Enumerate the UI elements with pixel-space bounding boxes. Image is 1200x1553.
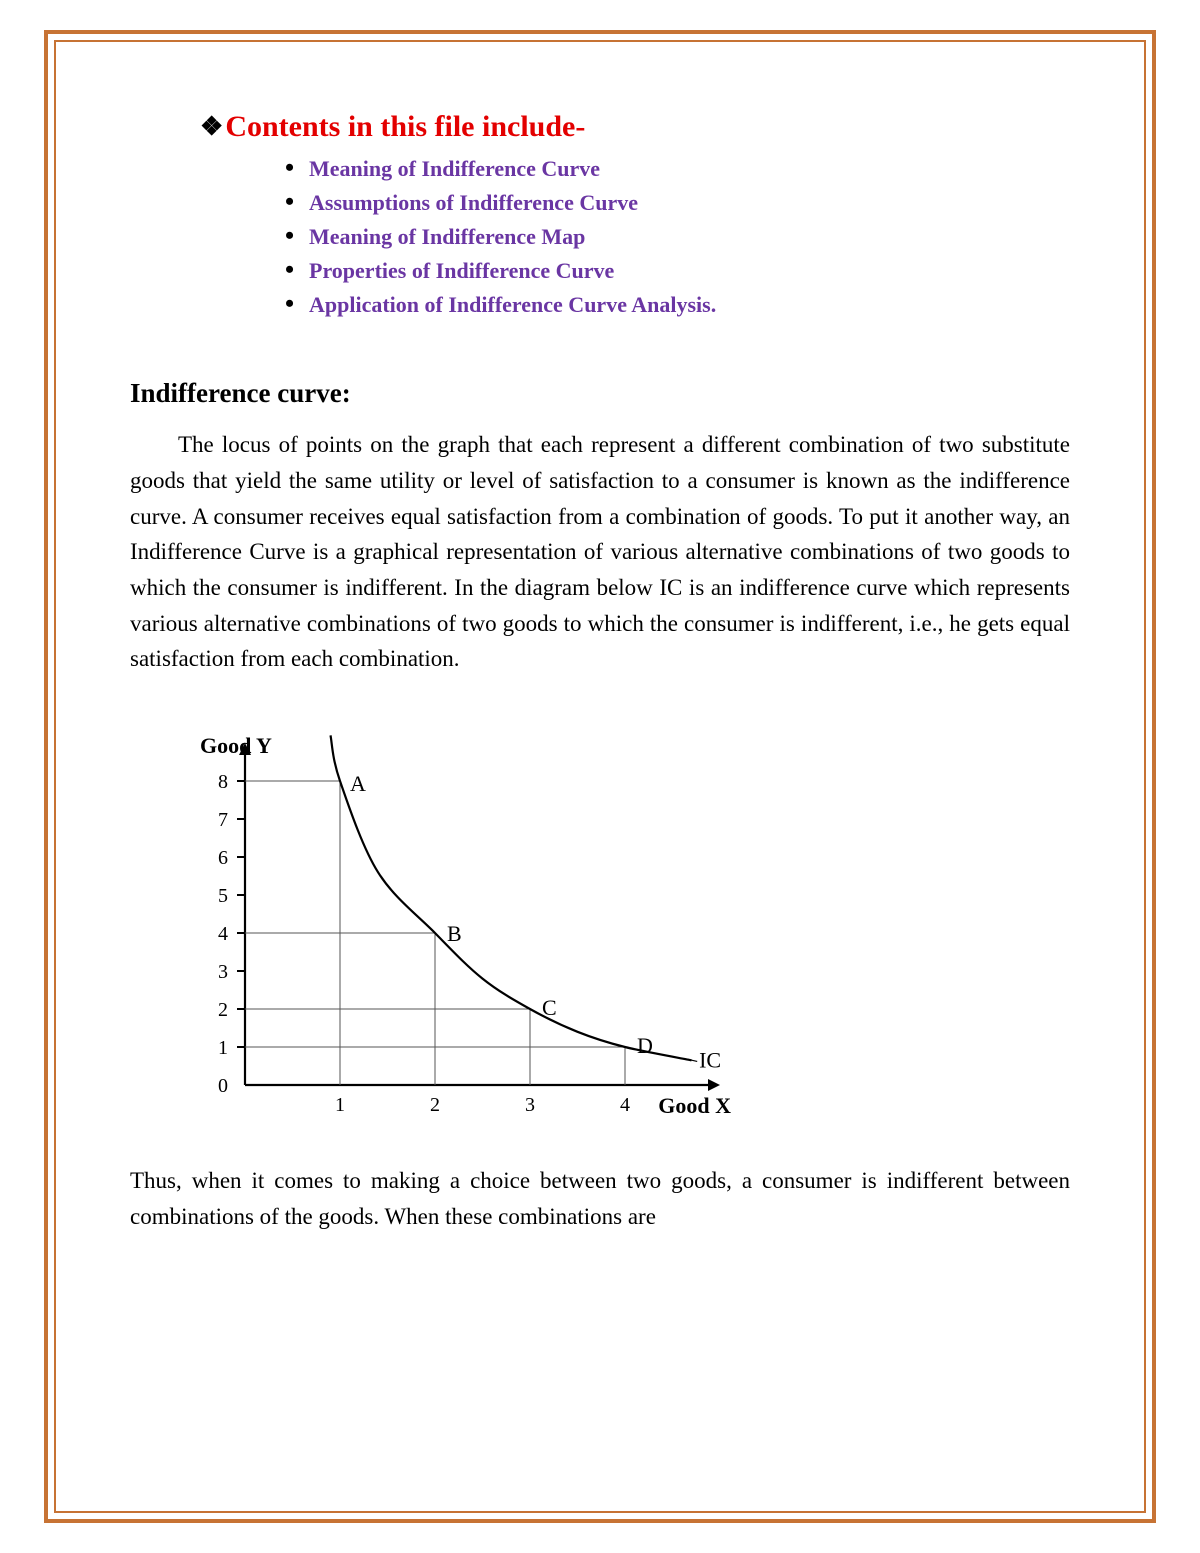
svg-text:8: 8 xyxy=(218,771,228,793)
toc-item: Properties of Indifference Curve xyxy=(285,254,1070,288)
svg-text:Good Y: Good Y xyxy=(200,733,272,758)
toc-list: Meaning of Indifference Curve Assumption… xyxy=(285,152,1070,322)
svg-text:C: C xyxy=(542,995,557,1020)
page-content: ❖Contents in this file include- Meaning … xyxy=(130,110,1070,1473)
indifference-chart: Good Y Good X 0 1 2 3 4 5 6 7 8 1 2 3 4 A B C D IC xyxy=(130,705,1070,1135)
toc-item: Meaning of Indifference Map xyxy=(285,220,1070,254)
svg-text:6: 6 xyxy=(218,847,228,869)
svg-text:4: 4 xyxy=(620,1094,630,1116)
svg-text:Good X: Good X xyxy=(658,1093,731,1118)
para-1: The locus of points on the graph that ea… xyxy=(130,427,1070,676)
svg-text:3: 3 xyxy=(218,961,228,983)
toc-item: Assumptions of Indifference Curve xyxy=(285,186,1070,220)
contents-heading: ❖Contents in this file include- xyxy=(200,110,1070,144)
toc-item: Meaning of Indifference Curve xyxy=(285,152,1070,186)
para-2: Thus, when it comes to making a choice b… xyxy=(130,1163,1070,1234)
svg-text:1: 1 xyxy=(335,1094,345,1116)
section-title: Indifference curve: xyxy=(130,378,1070,409)
svg-text:IC: IC xyxy=(699,1047,721,1072)
svg-text:3: 3 xyxy=(525,1094,535,1116)
chart-svg: Good Y Good X 0 1 2 3 4 5 6 7 8 1 2 3 4 A B C D IC xyxy=(130,705,750,1135)
svg-text:1: 1 xyxy=(218,1037,228,1059)
diamond-icon: ❖ xyxy=(200,112,223,141)
svg-text:B: B xyxy=(447,921,462,946)
svg-text:A: A xyxy=(350,771,366,796)
svg-text:7: 7 xyxy=(218,809,228,831)
svg-text:2: 2 xyxy=(430,1094,440,1116)
toc-item: Application of Indifference Curve Analys… xyxy=(285,288,1070,322)
svg-text:D: D xyxy=(637,1033,653,1058)
contents-heading-text: Contents in this file include- xyxy=(225,110,585,143)
svg-text:2: 2 xyxy=(218,999,228,1021)
svg-text:0: 0 xyxy=(218,1075,228,1097)
svg-text:5: 5 xyxy=(218,885,228,907)
svg-text:4: 4 xyxy=(218,923,228,945)
